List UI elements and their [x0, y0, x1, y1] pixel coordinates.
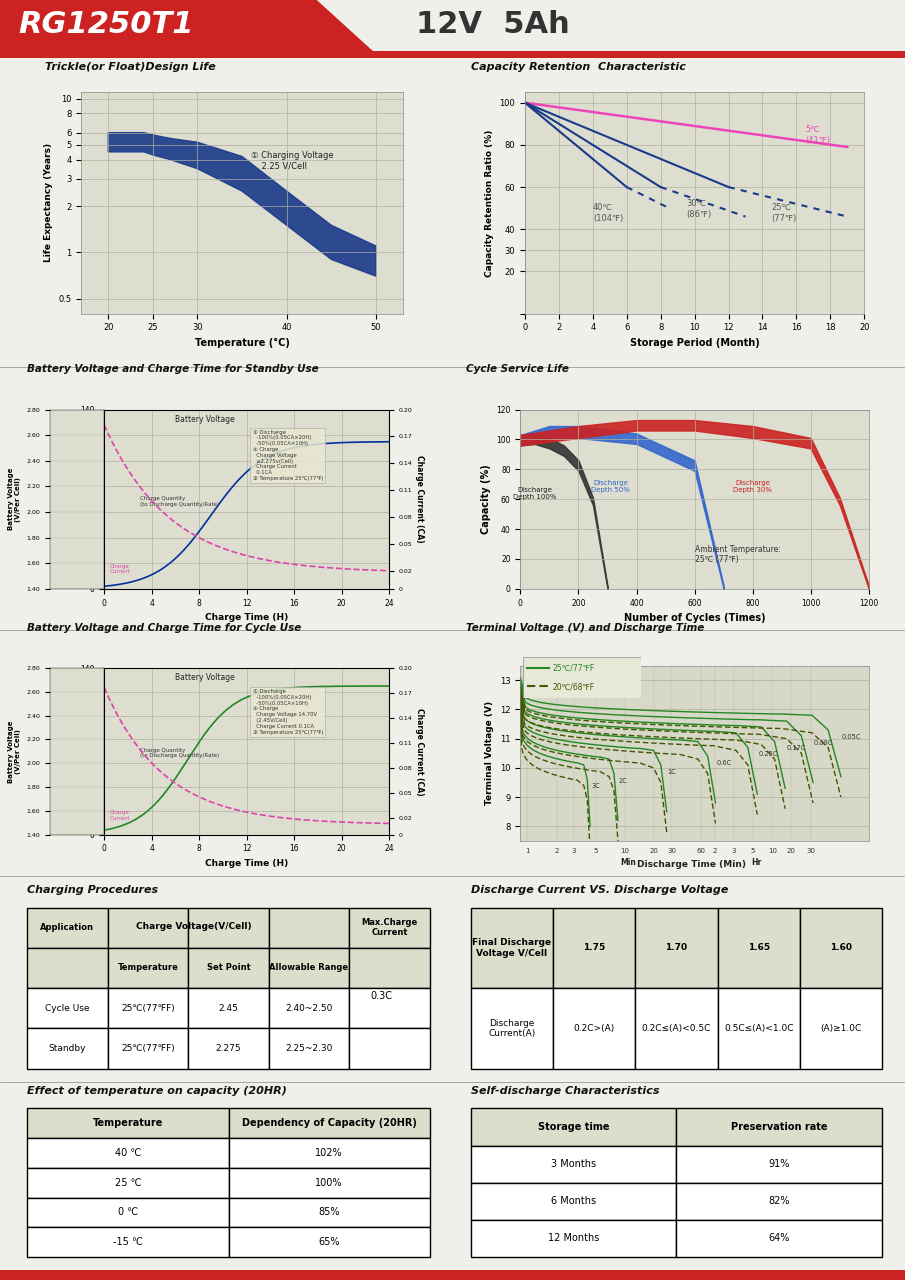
Text: 2: 2 — [712, 847, 717, 854]
Text: Discharge
Depth 30%: Discharge Depth 30% — [733, 480, 772, 493]
Text: Hr: Hr — [751, 858, 762, 867]
Text: Battery Voltage: Battery Voltage — [176, 416, 235, 425]
X-axis label: Charge Time (H): Charge Time (H) — [205, 613, 288, 622]
Text: 20: 20 — [650, 847, 659, 854]
Text: 2: 2 — [555, 847, 559, 854]
Text: Cycle Service Life: Cycle Service Life — [466, 365, 569, 375]
Text: Battery Voltage: Battery Voltage — [176, 673, 235, 682]
X-axis label: Number of Cycles (Times): Number of Cycles (Times) — [624, 613, 766, 623]
Text: 5: 5 — [751, 847, 756, 854]
Text: Charge Voltage(V/Cell): Charge Voltage(V/Cell) — [137, 922, 252, 931]
Text: 0.09C: 0.09C — [814, 740, 834, 745]
Y-axis label: Life Expectancy (Years): Life Expectancy (Years) — [44, 143, 53, 262]
Text: 3C: 3C — [591, 783, 600, 790]
Text: Battery Voltage and Charge Time for Standby Use: Battery Voltage and Charge Time for Stan… — [27, 365, 319, 375]
Text: Discharge
Depth 100%: Discharge Depth 100% — [513, 488, 557, 500]
Y-axis label: Charge Quantity (%): Charge Quantity (%) — [65, 451, 74, 548]
Y-axis label: Capacity Retention Ratio (%): Capacity Retention Ratio (%) — [485, 129, 494, 276]
Polygon shape — [109, 133, 376, 276]
Text: 5: 5 — [594, 847, 597, 854]
Y-axis label: Battery Voltage
(V/Per Cell): Battery Voltage (V/Per Cell) — [7, 721, 21, 782]
Y-axis label: Capacity (%): Capacity (%) — [481, 465, 491, 534]
Y-axis label: Terminal Voltage (V): Terminal Voltage (V) — [485, 701, 494, 805]
Polygon shape — [0, 51, 905, 58]
Text: Charge Quantity
(to Discharge Quantity/Rate): Charge Quantity (to Discharge Quantity/R… — [139, 495, 219, 507]
Text: Charge Quantity
(to Discharge Quantity/Rate): Charge Quantity (to Discharge Quantity/R… — [139, 748, 219, 758]
Text: 0.05C: 0.05C — [842, 733, 862, 740]
Text: Discharge Time (Min): Discharge Time (Min) — [636, 860, 746, 869]
Text: 30: 30 — [667, 847, 676, 854]
Text: Charge
Current: Charge Current — [110, 810, 130, 822]
Polygon shape — [0, 0, 380, 58]
Text: RG1250T1: RG1250T1 — [18, 10, 194, 40]
Text: Min: Min — [621, 858, 636, 867]
Text: 12V  5Ah: 12V 5Ah — [416, 10, 570, 40]
Text: 5℃
(41℉): 5℃ (41℉) — [805, 125, 830, 145]
Text: Discharge Current VS. Discharge Voltage: Discharge Current VS. Discharge Voltage — [471, 886, 728, 896]
Text: Effect of temperature on capacity (20HR): Effect of temperature on capacity (20HR) — [27, 1087, 287, 1097]
Text: Capacity Retention  Characteristic: Capacity Retention Characteristic — [471, 63, 685, 73]
Y-axis label: Charge Current (CA): Charge Current (CA) — [414, 456, 424, 543]
X-axis label: Storage Period (Month): Storage Period (Month) — [630, 338, 759, 348]
Y-axis label: Battery Voltage
(V/Per Cell): Battery Voltage (V/Per Cell) — [7, 468, 21, 530]
Text: 25℃
(77℉): 25℃ (77℉) — [771, 204, 796, 223]
Text: 20℃/68℉F: 20℃/68℉F — [552, 682, 595, 691]
Text: Battery Voltage and Charge Time for Cycle Use: Battery Voltage and Charge Time for Cycl… — [27, 623, 301, 634]
Text: 30: 30 — [806, 847, 815, 854]
Text: 10: 10 — [767, 847, 776, 854]
Text: 40℃
(104℉): 40℃ (104℉) — [593, 204, 623, 223]
Text: 3: 3 — [731, 847, 736, 854]
Text: 10: 10 — [621, 847, 629, 854]
Text: ① Discharge
  -100%(0.05CA×20H)
  -50%(0.05CA×10H)
② Charge
  Charge Voltage
  ≤: ① Discharge -100%(0.05CA×20H) -50%(0.05C… — [252, 430, 323, 481]
Text: Trickle(or Float)Design Life: Trickle(or Float)Design Life — [45, 63, 216, 73]
Text: ① Charging Voltage
    2.25 V/Cell: ① Charging Voltage 2.25 V/Cell — [251, 151, 334, 170]
Text: 0.6C: 0.6C — [717, 760, 732, 765]
Text: 0.25C: 0.25C — [758, 751, 778, 758]
Text: 0.17C: 0.17C — [786, 745, 805, 751]
Text: Terminal Voltage (V) and Discharge Time: Terminal Voltage (V) and Discharge Time — [466, 623, 704, 634]
Text: 20: 20 — [787, 847, 795, 854]
Text: 2C: 2C — [619, 777, 628, 783]
Text: Discharge
Depth 50%: Discharge Depth 50% — [591, 480, 630, 493]
Text: Self-discharge Characteristics: Self-discharge Characteristics — [471, 1087, 659, 1097]
Y-axis label: Charge Current (CA): Charge Current (CA) — [414, 708, 424, 795]
Text: Charge
Current: Charge Current — [110, 563, 130, 575]
Y-axis label: Charge Quantity (%): Charge Quantity (%) — [65, 703, 74, 800]
Text: Ambient Temperature:
25℃ (77℉): Ambient Temperature: 25℃ (77℉) — [695, 544, 780, 564]
Text: 60: 60 — [696, 847, 705, 854]
X-axis label: Charge Time (H): Charge Time (H) — [205, 859, 288, 868]
X-axis label: Temperature (°C): Temperature (°C) — [195, 338, 290, 348]
Text: 25℃/77℉F: 25℃/77℉F — [552, 664, 595, 673]
FancyBboxPatch shape — [523, 657, 641, 698]
Text: 30℃
(86℉): 30℃ (86℉) — [686, 200, 711, 219]
Text: ① Discharge
  -100%(0.05CA×20H)
  -50%(0.05CA×10H)
② Charge
  Charge Voltage 14.: ① Discharge -100%(0.05CA×20H) -50%(0.05C… — [252, 689, 323, 735]
Text: Charging Procedures: Charging Procedures — [27, 886, 158, 896]
Text: 1: 1 — [525, 847, 529, 854]
Text: 3: 3 — [572, 847, 576, 854]
Text: 0.3C: 0.3C — [370, 991, 393, 1001]
Text: 1C: 1C — [668, 769, 677, 774]
